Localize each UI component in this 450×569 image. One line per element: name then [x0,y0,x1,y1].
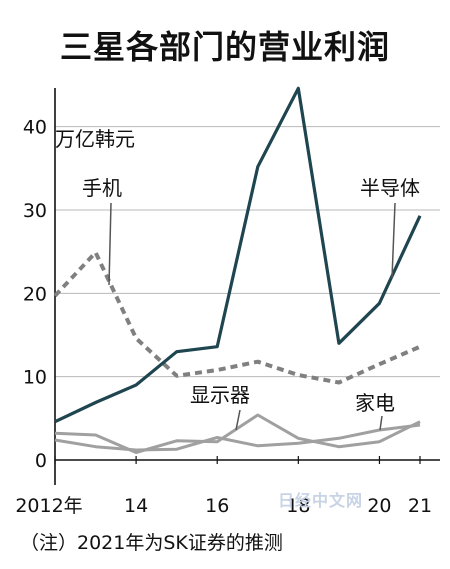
leader-display [235,409,241,431]
series-line-appliance [54,423,421,452]
series-line-phone [53,250,421,385]
x-tick-label-2014: 14 [124,495,148,517]
axes [54,88,440,485]
x-tick-label-2018: 18 [286,495,310,517]
leader-appliance [379,415,383,431]
chart-title: 三星各部门的营业利润 [59,28,390,66]
y-axis-unit-label: 万亿韩元 [55,127,135,151]
series-line-display [54,413,421,454]
watermark-text: 日经中文网 [278,491,364,510]
y-tick-label-30: 30 [23,200,47,222]
series-label-phone: 手机 [82,176,122,200]
x-tick-label-2020: 20 [367,495,391,517]
leader-semiconductor [391,202,396,279]
leader-lines [108,202,396,431]
grid [55,126,440,378]
series-line-semiconductor [54,86,422,424]
series-label-display: 显示器 [190,383,250,407]
series-label-semiconductor: 半导体 [360,176,420,200]
y-tick-label-0: 0 [35,450,47,472]
y-tick-label-20: 20 [23,283,47,305]
y-tick-label-40: 40 [23,117,47,139]
series-lines [53,86,422,454]
leader-phone [108,202,112,286]
x-tick-label-2021: 21 [408,495,432,517]
x-tick-label-2016: 16 [205,495,229,517]
tick-labels: 0 10 20 30 40 2012年 14 16 18 20 21 [15,117,432,517]
series-label-appliance: 家电 [355,391,395,415]
x-tick-label-2012: 2012年 [15,495,82,517]
footnote: （注）2021年为SK证券的推测 [20,532,283,554]
y-tick-label-10: 10 [23,367,47,389]
